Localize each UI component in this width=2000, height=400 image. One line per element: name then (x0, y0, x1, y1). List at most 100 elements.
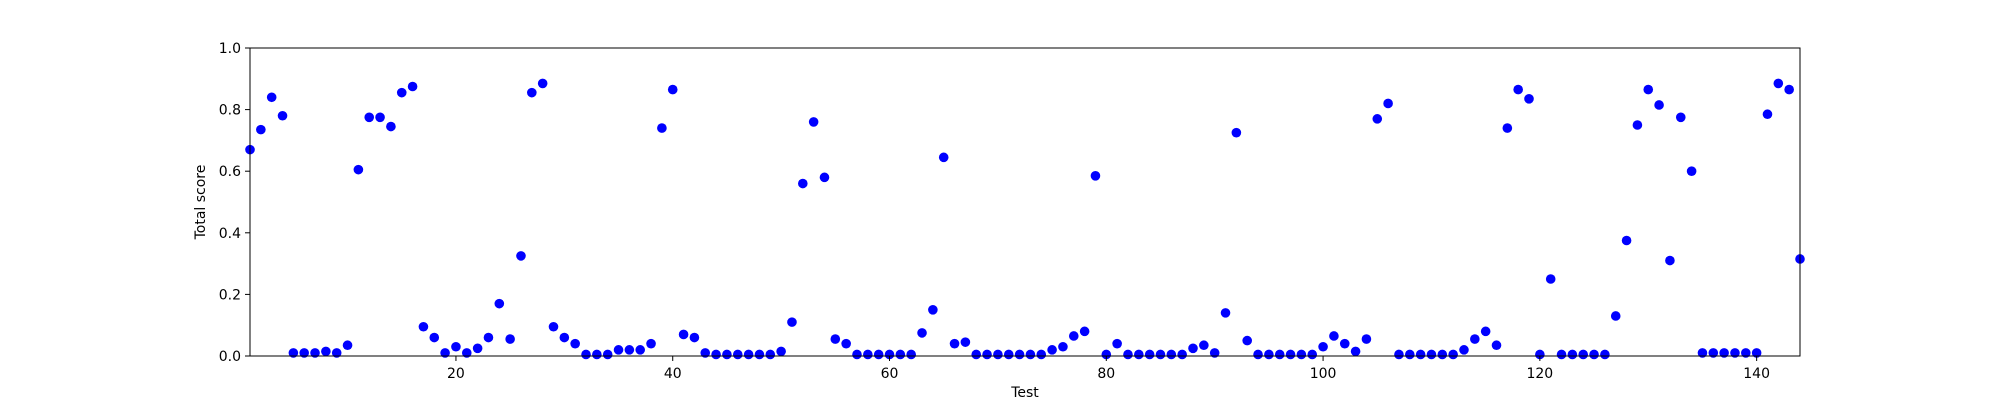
x-tick-label: 60 (881, 366, 899, 382)
data-point (765, 349, 776, 360)
y-tick-label: 0.2 (219, 287, 241, 303)
data-point (1545, 274, 1556, 284)
data-point (1762, 109, 1773, 120)
x-tick-label: 20 (447, 366, 465, 382)
data-point (1014, 349, 1025, 360)
data-point (494, 298, 505, 309)
data-point (440, 348, 450, 358)
data-point (884, 349, 895, 360)
data-point (657, 123, 667, 133)
data-point (299, 348, 310, 358)
data-point (472, 343, 483, 354)
data-point (418, 321, 429, 332)
data-point (722, 349, 732, 360)
data-point (321, 346, 331, 357)
data-point (982, 349, 992, 360)
data-point (1058, 341, 1068, 352)
data-point (1502, 123, 1513, 133)
data-point (1231, 127, 1242, 138)
data-point (1003, 349, 1014, 360)
x-tick-label: 120 (1526, 366, 1553, 382)
data-point (1068, 331, 1079, 341)
y-tick-label: 0.6 (219, 164, 241, 180)
data-point (505, 334, 515, 344)
data-point (451, 341, 461, 352)
data-point (863, 349, 873, 360)
data-point (1285, 349, 1296, 360)
data-point (895, 349, 906, 360)
y-tick-label: 1.0 (219, 41, 241, 57)
data-point (928, 305, 938, 315)
y-tick-label: 0.8 (219, 103, 241, 119)
data-point (852, 349, 862, 360)
data-point (787, 317, 797, 327)
data-point (830, 334, 841, 344)
data-point (1437, 349, 1448, 360)
x-axis-label: Test (1010, 385, 1039, 400)
data-point (1144, 349, 1155, 360)
data-point (461, 348, 472, 358)
data-point (1123, 349, 1133, 360)
data-point (375, 112, 385, 123)
data-point (1567, 349, 1578, 360)
data-point (624, 345, 635, 355)
data-point (700, 348, 711, 358)
data-point (711, 349, 721, 360)
data-point (906, 349, 916, 360)
data-point (1404, 349, 1415, 360)
data-point (396, 87, 407, 98)
data-point (602, 349, 613, 360)
data-point (277, 110, 288, 121)
data-points (245, 78, 1805, 360)
data-point (1708, 348, 1719, 358)
data-point (743, 349, 754, 360)
data-point (581, 349, 591, 360)
data-point (310, 348, 320, 358)
data-point (1036, 349, 1047, 360)
data-point (1697, 348, 1708, 358)
data-point (1253, 349, 1263, 360)
data-point (1415, 349, 1426, 360)
data-point (407, 81, 418, 92)
data-point (798, 178, 808, 189)
data-point (1470, 334, 1480, 344)
data-point (971, 349, 982, 360)
data-point (1220, 308, 1231, 318)
data-point (917, 328, 927, 338)
data-point (1329, 331, 1339, 341)
data-point (1101, 349, 1112, 360)
data-point (548, 321, 559, 332)
data-point (1675, 112, 1686, 123)
data-point (1578, 349, 1589, 360)
data-point (1047, 345, 1057, 355)
data-point (1318, 341, 1328, 352)
x-tick-label: 100 (1310, 366, 1337, 382)
data-point (1665, 255, 1675, 266)
data-point (808, 117, 819, 127)
data-point (1632, 120, 1643, 130)
data-point (1188, 343, 1198, 354)
data-point (1719, 348, 1729, 358)
data-point (1199, 340, 1209, 351)
x-tick-label: 140 (1743, 366, 1770, 382)
data-point (1600, 349, 1610, 360)
data-point (1480, 326, 1491, 337)
y-axis-label: Total score (193, 165, 209, 241)
data-point (1621, 235, 1632, 246)
data-point (776, 346, 786, 357)
data-point (1459, 345, 1469, 355)
data-point (635, 345, 646, 355)
data-point (1134, 349, 1144, 360)
data-point (732, 349, 743, 360)
data-point (386, 121, 396, 132)
data-point (256, 124, 266, 135)
data-point (537, 78, 548, 89)
data-point (1177, 349, 1187, 360)
data-point (1025, 349, 1036, 360)
y-axis: 0.0 0.2 0.4 0.6 0.8 1.0 (219, 41, 250, 365)
data-point (1741, 348, 1751, 358)
data-point (1610, 311, 1621, 321)
data-point (873, 349, 884, 360)
y-tick-label: 0.4 (219, 226, 241, 242)
